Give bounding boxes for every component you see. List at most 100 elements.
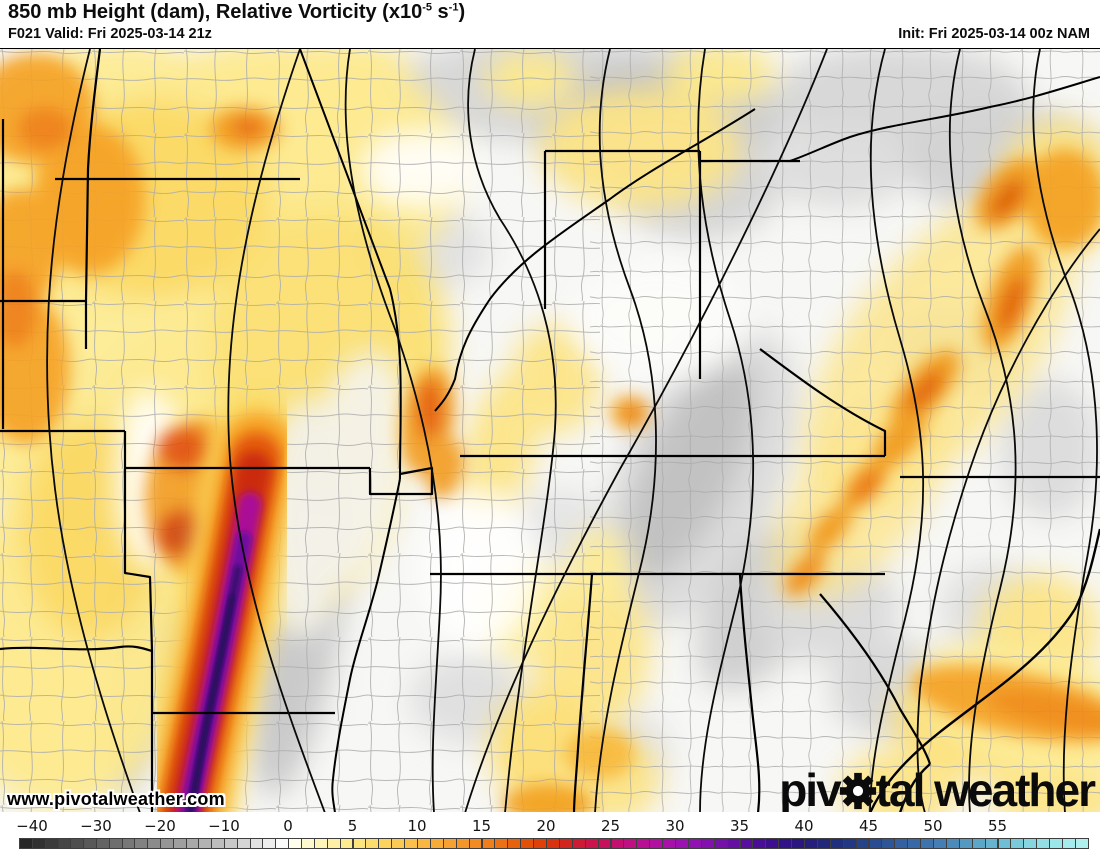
colorbar-cell (172, 838, 187, 849)
colorbar-cell (1062, 838, 1076, 849)
colorbar-cell (868, 838, 883, 849)
colorbar-cell (739, 838, 754, 849)
colorbar-cell (687, 838, 702, 849)
colorbar-cell (300, 838, 315, 849)
colorbar-cell (507, 838, 522, 849)
colorbar-cell (752, 838, 767, 849)
colorbar-cell (1036, 838, 1051, 849)
colorbar-cell (558, 838, 573, 849)
state-borders (0, 49, 1100, 813)
colorbar-cell (533, 838, 547, 849)
title-units: s (431, 1, 449, 23)
colorbar-tick: 45 (858, 817, 879, 835)
colorbar-cell (339, 838, 354, 849)
colorbar-cell (662, 838, 676, 849)
colorbar-cell (765, 838, 780, 849)
weather-map[interactable]: www.pivotalweather.com piv tal weather (0, 48, 1100, 815)
colorbar-cell (584, 838, 599, 849)
colorbar-cell (378, 838, 393, 849)
colorbar-tick: 10 (407, 817, 427, 835)
colorbar-tick: −10 (208, 817, 240, 835)
colorbar-cell (546, 838, 560, 849)
colorbar-cell (352, 838, 367, 849)
colorbar-tick: 55 (987, 817, 1008, 835)
colorbar-cell (249, 838, 264, 849)
colorbar-cell (326, 838, 341, 849)
colorbar-cell (147, 838, 161, 849)
colorbar-cell (881, 838, 896, 849)
valid-time-label: F021 Valid: Fri 2025-03-14 21z (8, 26, 212, 42)
colorbar-cell (623, 838, 638, 849)
title-text: 850 mb Height (dam), Relative Vorticity … (8, 1, 423, 23)
vorticity-streak (136, 399, 308, 813)
colorbar-cell (83, 838, 97, 849)
colorbar-cell (700, 838, 715, 849)
colorbar-tick: 5 (347, 817, 358, 835)
colorbar-cell (44, 838, 59, 849)
colorbar-cell (1023, 838, 1038, 849)
colorbar-cell (198, 838, 213, 849)
colorbar-cell (945, 838, 960, 849)
colorbar-cell (57, 838, 72, 849)
colorbar-cell (1049, 838, 1063, 849)
colorbar-cell (636, 838, 651, 849)
colorbar-tick: 20 (536, 817, 556, 835)
colorbar-cell (494, 838, 509, 849)
colorbar-cell (108, 838, 123, 849)
colorbar-tick: 25 (600, 817, 621, 835)
colorbar-cell (958, 838, 973, 849)
colorbar-cell (442, 838, 457, 849)
colorbar-cell (571, 838, 586, 849)
colorbar-cell (520, 838, 535, 849)
colorbar-cell (971, 838, 986, 849)
pivotal-weather-logo: piv tal weather (779, 764, 1096, 816)
colorbar-cell (262, 838, 277, 849)
colorbar-cell (842, 838, 857, 849)
colorbar-cell (829, 838, 844, 849)
colorbar-cell (855, 838, 870, 849)
colorbar-cell (19, 838, 33, 849)
colorbar-cell (236, 838, 251, 849)
colorbar-cell (468, 838, 483, 849)
orange-vorticity-maxima (0, 54, 1100, 813)
colorbar-tick: 0 (283, 817, 293, 835)
rivers (299, 49, 1100, 813)
colorbar-cell (224, 838, 238, 849)
colorbar-cell (211, 838, 225, 849)
colorbar-cell (313, 838, 328, 849)
colorbar-cell (713, 838, 728, 849)
colorbar-cell (160, 838, 174, 849)
colorbar-cell (816, 838, 831, 849)
logo-text-piv: piv (779, 764, 841, 816)
colorbar-cell (791, 838, 805, 849)
colorbar-cell (675, 838, 689, 849)
colorbar-cell (984, 838, 999, 849)
colorbar-tick: 35 (729, 817, 750, 835)
colorbar-cell (417, 838, 431, 849)
page-title: 850 mb Height (dam), Relative Vorticity … (8, 1, 465, 24)
init-time-label: Init: Fri 2025-03-14 00z NAM (898, 26, 1090, 42)
colorbar-cell (275, 838, 289, 849)
colorbar-cell (70, 838, 85, 849)
colorbar-cell (907, 838, 922, 849)
colorbar-cell (429, 838, 444, 849)
colorbar-cell (185, 838, 200, 849)
colorbar-tick: −30 (80, 817, 112, 835)
colorbar-cell (610, 838, 625, 849)
colorbar-cell (726, 838, 741, 849)
colorbar-cell (778, 838, 793, 849)
colorbar-cell (1074, 838, 1089, 849)
colorbar-cell (933, 838, 947, 849)
vorticity-map-graphic (0, 49, 1100, 813)
watermark-url: www.pivotalweather.com (7, 789, 225, 809)
colorbar-cell (32, 838, 46, 849)
colorbar-cell (96, 838, 110, 849)
title-superscript-unit: -1 (448, 1, 459, 14)
colorbar-cell (649, 838, 664, 849)
colorbar-cell (997, 838, 1012, 849)
colorbar-cell (894, 838, 909, 849)
colorbar-cell (121, 838, 136, 849)
colorbar-cell (1010, 838, 1025, 849)
colorbar-cell (481, 838, 496, 849)
logo-text-weather: weather (923, 764, 1096, 816)
